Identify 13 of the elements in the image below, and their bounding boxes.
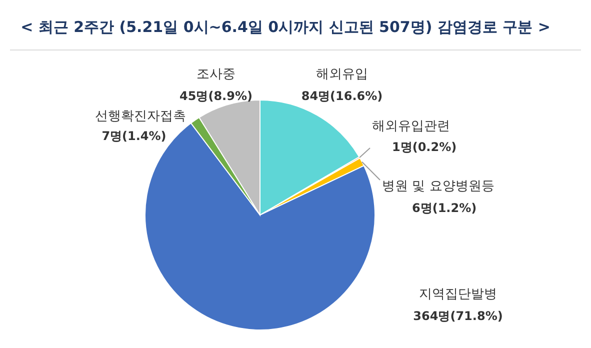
slice-label: 병원 및 요양병원등 xyxy=(382,179,494,194)
slice-label: 해외유입 xyxy=(316,67,368,82)
slice-label: 조사중 xyxy=(196,67,236,82)
data-label: 6명(1.2%) xyxy=(412,201,477,215)
slice-label: 선행확진자접촉 xyxy=(95,109,186,124)
data-label: 45명(8.9%) xyxy=(180,89,252,103)
slice-label: 해외유입관련 xyxy=(372,119,450,134)
slice-label: 지역집단발병 xyxy=(419,287,497,302)
chart-title: < 최근 2주간 (5.21일 0시~6.4일 0시까지 신고된 507명) 감염경로 구분 > xyxy=(20,18,550,36)
data-label: 84명(16.6%) xyxy=(301,89,383,103)
data-label: 7명(1.4%) xyxy=(102,129,166,143)
data-label: 1명(0.2%) xyxy=(392,140,457,154)
data-label: 364명(71.8%) xyxy=(413,309,503,323)
